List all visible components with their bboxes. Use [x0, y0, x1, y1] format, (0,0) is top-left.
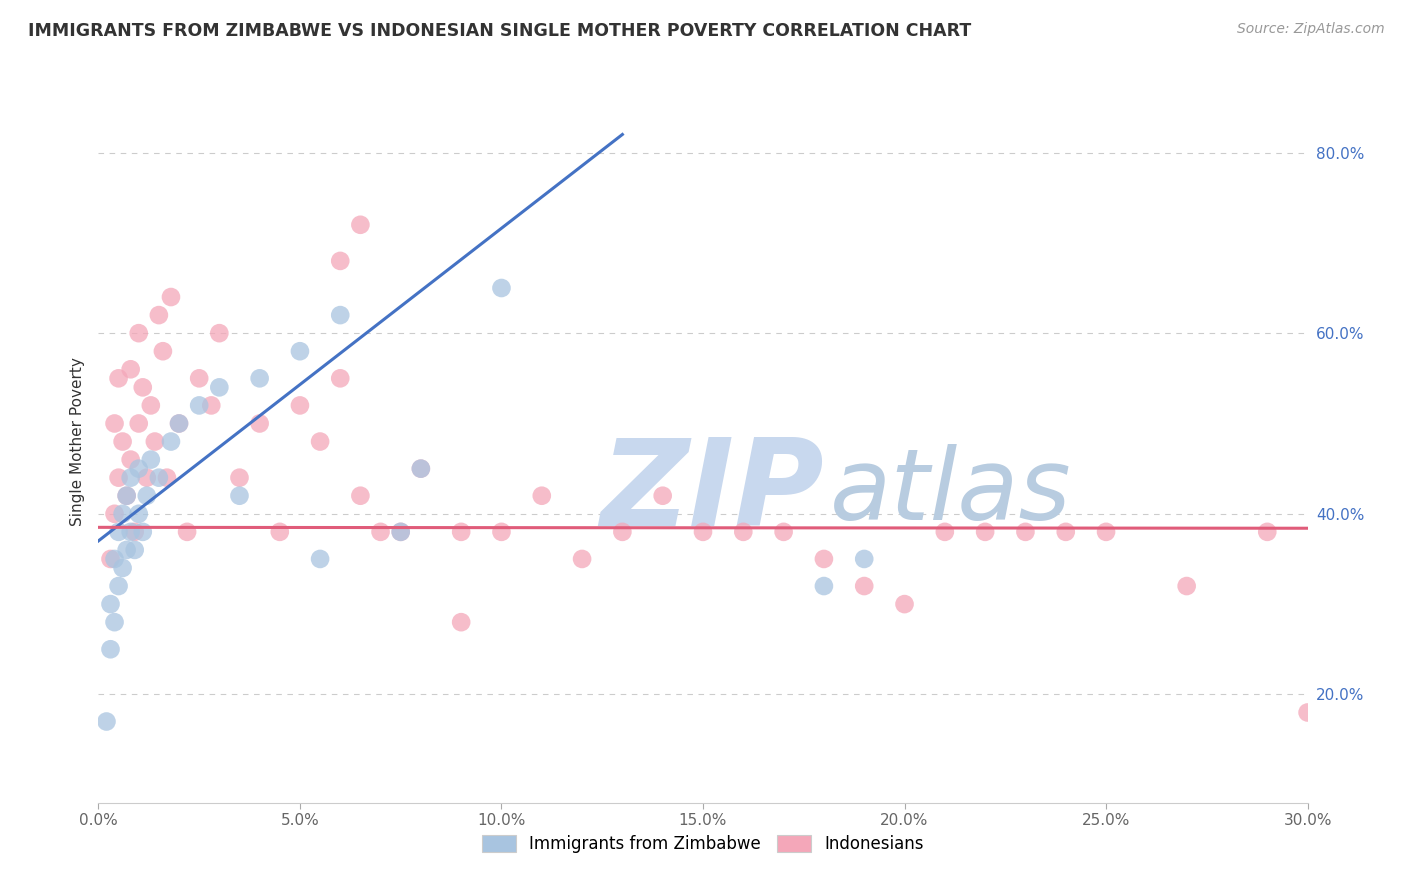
Text: IMMIGRANTS FROM ZIMBABWE VS INDONESIAN SINGLE MOTHER POVERTY CORRELATION CHART: IMMIGRANTS FROM ZIMBABWE VS INDONESIAN S…: [28, 22, 972, 40]
Point: [389, 524, 412, 539]
Point: [893, 597, 915, 611]
Point: [309, 552, 332, 566]
Point: [100, 597, 122, 611]
Point: [228, 489, 250, 503]
Point: [571, 552, 593, 566]
Point: [651, 489, 673, 503]
Point: [100, 552, 122, 566]
Point: [111, 507, 134, 521]
Point: [1054, 524, 1077, 539]
Point: [152, 344, 174, 359]
Point: [148, 470, 170, 484]
Point: [120, 362, 142, 376]
Point: [135, 489, 157, 503]
Point: [228, 470, 250, 484]
Point: [200, 398, 222, 412]
Point: [853, 579, 876, 593]
Point: [160, 290, 183, 304]
Point: [124, 524, 146, 539]
Point: [1256, 524, 1278, 539]
Text: Source: ZipAtlas.com: Source: ZipAtlas.com: [1237, 22, 1385, 37]
Point: [115, 489, 138, 503]
Point: [249, 417, 271, 431]
Point: [733, 524, 755, 539]
Point: [288, 398, 311, 412]
Legend: Immigrants from Zimbabwe, Indonesians: Immigrants from Zimbabwe, Indonesians: [475, 828, 931, 860]
Point: [491, 281, 513, 295]
Point: [692, 524, 714, 539]
Point: [148, 308, 170, 322]
Point: [167, 417, 190, 431]
Point: [450, 615, 472, 630]
Point: [329, 308, 352, 322]
Point: [349, 218, 371, 232]
Point: [128, 507, 150, 521]
Point: [128, 417, 150, 431]
Point: [974, 524, 997, 539]
Point: [208, 380, 231, 394]
Point: [813, 552, 835, 566]
Point: [349, 489, 371, 503]
Point: [120, 470, 142, 484]
Point: [772, 524, 794, 539]
Point: [1296, 706, 1319, 720]
Point: [103, 417, 125, 431]
Point: [132, 380, 155, 394]
Point: [124, 542, 146, 557]
Point: [120, 452, 142, 467]
Text: ZIP: ZIP: [600, 434, 824, 550]
Point: [309, 434, 332, 449]
Point: [156, 470, 179, 484]
Point: [188, 398, 211, 412]
Point: [1014, 524, 1036, 539]
Point: [167, 417, 190, 431]
Point: [103, 615, 125, 630]
Point: [139, 452, 162, 467]
Point: [491, 524, 513, 539]
Point: [100, 642, 122, 657]
Point: [132, 524, 155, 539]
Point: [370, 524, 392, 539]
Point: [176, 524, 198, 539]
Point: [115, 489, 138, 503]
Point: [208, 326, 231, 340]
Point: [450, 524, 472, 539]
Point: [188, 371, 211, 385]
Point: [143, 434, 166, 449]
Point: [813, 579, 835, 593]
Point: [329, 253, 352, 268]
Point: [269, 524, 291, 539]
Point: [1095, 524, 1118, 539]
Point: [107, 524, 129, 539]
Point: [160, 434, 183, 449]
Point: [103, 507, 125, 521]
Point: [1175, 579, 1198, 593]
Point: [329, 371, 352, 385]
Point: [389, 524, 412, 539]
Point: [111, 561, 134, 575]
Point: [115, 542, 138, 557]
Point: [409, 461, 432, 475]
Point: [103, 552, 125, 566]
Point: [612, 524, 634, 539]
Point: [934, 524, 956, 539]
Point: [107, 371, 129, 385]
Y-axis label: Single Mother Poverty: Single Mother Poverty: [69, 357, 84, 526]
Point: [139, 398, 162, 412]
Point: [128, 461, 150, 475]
Point: [120, 524, 142, 539]
Point: [409, 461, 432, 475]
Point: [111, 434, 134, 449]
Point: [530, 489, 553, 503]
Text: atlas: atlas: [830, 443, 1071, 541]
Point: [107, 470, 129, 484]
Point: [107, 579, 129, 593]
Point: [853, 552, 876, 566]
Point: [288, 344, 311, 359]
Point: [135, 470, 157, 484]
Point: [249, 371, 271, 385]
Point: [128, 326, 150, 340]
Point: [96, 714, 118, 729]
